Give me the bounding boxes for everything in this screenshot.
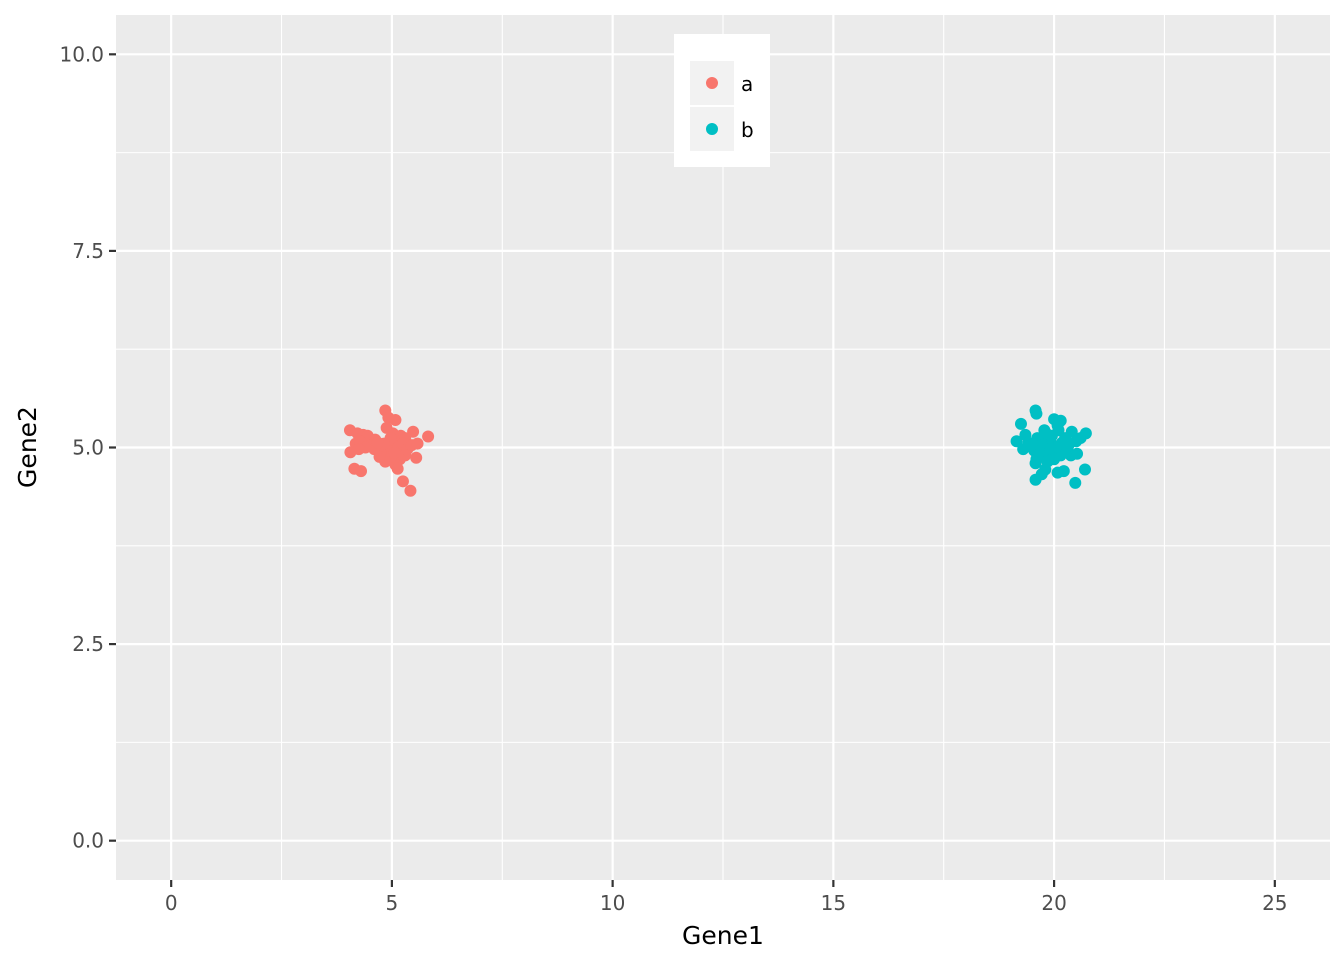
data-point-a — [355, 465, 368, 478]
data-point-a — [396, 475, 409, 488]
y-tick-label: 7.5 — [72, 239, 104, 263]
y-tick-label: 0.0 — [72, 829, 104, 853]
data-point-b — [1078, 463, 1091, 476]
data-point-a — [389, 413, 402, 426]
data-point-b — [1029, 473, 1042, 486]
y-tick-label: 5.0 — [72, 436, 104, 460]
data-point-b — [1014, 417, 1027, 430]
x-tick-label: 15 — [821, 891, 846, 915]
y-axis: 0.0 2.5 5.0 7.5 10.0 — [59, 42, 116, 853]
data-point-b — [1030, 407, 1043, 420]
data-point-a — [371, 436, 384, 449]
legend: a b — [674, 34, 770, 167]
y-tick-label: 10.0 — [59, 42, 104, 66]
data-points — [343, 404, 1092, 497]
data-point-a — [391, 462, 404, 475]
data-point-b — [1069, 476, 1082, 489]
x-tick-label: 0 — [165, 891, 178, 915]
data-point-a — [404, 484, 417, 497]
data-point-a — [411, 437, 424, 450]
x-tick-label: 20 — [1041, 891, 1066, 915]
legend-label-a: a — [741, 72, 753, 96]
data-point-b — [1062, 439, 1075, 452]
data-point-a — [344, 446, 357, 459]
data-point-b — [1025, 439, 1038, 452]
x-tick-label: 10 — [600, 891, 625, 915]
data-point-b — [1071, 447, 1084, 460]
data-point-a — [410, 451, 423, 464]
data-point-b — [1044, 442, 1057, 455]
x-tick-label: 5 — [386, 891, 399, 915]
data-point-a — [407, 425, 420, 438]
y-tick-label: 2.5 — [72, 632, 104, 656]
data-point-b — [1051, 419, 1064, 432]
data-point-a — [422, 430, 435, 443]
y-axis-title: Gene2 — [13, 406, 42, 488]
legend-label-b: b — [741, 118, 754, 142]
legend-marker-b — [706, 123, 718, 135]
data-point-a — [388, 447, 401, 460]
data-point-b — [1010, 435, 1023, 448]
x-tick-label: 25 — [1262, 891, 1287, 915]
data-point-b — [1029, 457, 1042, 470]
legend-marker-a — [706, 77, 718, 89]
data-point-b — [1057, 465, 1070, 478]
data-point-a — [373, 450, 386, 463]
x-axis-title: Gene1 — [682, 921, 764, 950]
x-axis: 0 5 10 15 20 25 — [165, 880, 1288, 915]
data-point-b — [1045, 429, 1058, 442]
